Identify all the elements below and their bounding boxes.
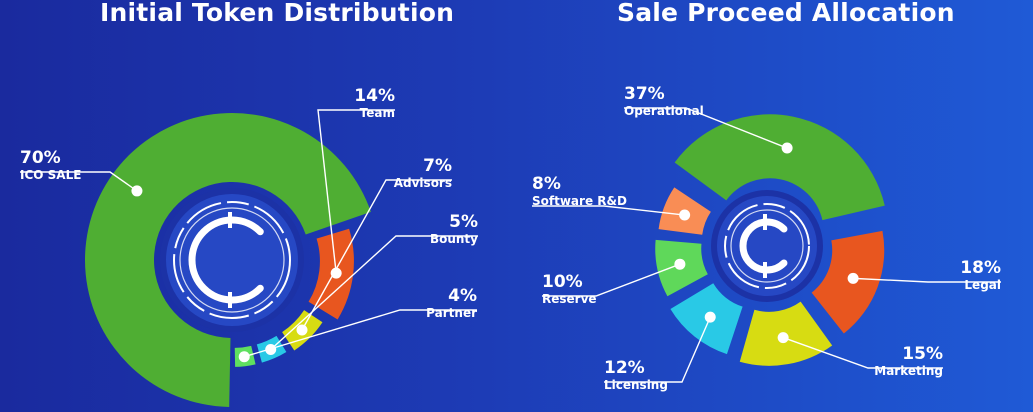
category-label-team: Team bbox=[360, 106, 395, 120]
value-label-team: 14% bbox=[354, 86, 395, 106]
donut-initial-token-distribution-center-logo-icon bbox=[160, 188, 304, 332]
category-label-marketing: Marketing bbox=[874, 364, 943, 378]
leader-dot-operational bbox=[781, 142, 793, 154]
value-label-legal: 18% bbox=[960, 258, 1001, 278]
donut-initial-token-distribution: 70%ICO SALE 14%Team 7%Advisors 5%Bounty 4%Pa… bbox=[20, 86, 478, 407]
value-label-ico-sale: 70% bbox=[20, 148, 61, 168]
slice-legal bbox=[811, 230, 885, 334]
category-label-legal: Legal bbox=[964, 278, 1001, 292]
leader-dot-software-r-d bbox=[679, 209, 691, 221]
leader-line-bounty bbox=[270, 235, 478, 350]
leader-line-reserve bbox=[542, 263, 681, 297]
leader-line-marketing bbox=[782, 336, 943, 369]
value-label-software-r-d: 8% bbox=[532, 174, 561, 194]
value-label-bounty: 5% bbox=[449, 212, 478, 232]
donut-sale-proceed-allocation: 37%Operational 18%Legal 15%Marketing 12%Lic… bbox=[532, 84, 1001, 392]
value-label-reserve: 10% bbox=[542, 272, 583, 292]
leader-dot-reserve bbox=[674, 258, 686, 270]
leader-line-advisors bbox=[301, 179, 452, 331]
value-label-licensing: 12% bbox=[604, 358, 645, 378]
category-label-partner: Partner bbox=[426, 306, 477, 320]
category-label-operational: Operational bbox=[624, 104, 704, 118]
category-label-bounty: Bounty bbox=[430, 232, 478, 246]
category-label-software-r-d: Software R&D bbox=[532, 194, 627, 208]
value-label-marketing: 15% bbox=[902, 344, 943, 364]
category-label-licensing: Licensing bbox=[604, 378, 668, 392]
value-label-operational: 37% bbox=[624, 84, 665, 104]
leader-line-partner bbox=[244, 309, 477, 358]
leader-dot-advisors bbox=[296, 324, 308, 336]
leader-line-software-r-d bbox=[532, 205, 685, 216]
donut-sale-proceed-allocation-center-logo-icon bbox=[711, 190, 823, 302]
leader-line-team bbox=[317, 109, 395, 274]
value-label-partner: 4% bbox=[448, 286, 477, 306]
leader-dot-licensing bbox=[704, 311, 716, 323]
slice-operational bbox=[674, 114, 885, 221]
category-label-reserve: Reserve bbox=[542, 292, 597, 306]
leader-dot-ico-sale bbox=[131, 185, 143, 197]
leader-line-licensing bbox=[604, 316, 711, 383]
leader-line-ico-sale bbox=[20, 171, 138, 192]
leader-dot-team bbox=[330, 267, 342, 279]
chart-title-token-distribution: Initial Token Distribution bbox=[100, 0, 455, 27]
category-label-advisors: Advisors bbox=[394, 176, 452, 190]
category-label-ico-sale: ICO SALE bbox=[20, 168, 81, 182]
leader-line-operational bbox=[624, 107, 788, 149]
leader-dot-partner bbox=[238, 351, 250, 363]
leader-dot-marketing bbox=[777, 332, 789, 344]
slice-ico-sale bbox=[85, 112, 371, 407]
value-label-advisors: 7% bbox=[423, 156, 452, 176]
leader-line-legal bbox=[853, 277, 1001, 283]
chart-title-sale-proceed: Sale Proceed Allocation bbox=[617, 0, 955, 27]
leader-dot-legal bbox=[847, 272, 859, 284]
